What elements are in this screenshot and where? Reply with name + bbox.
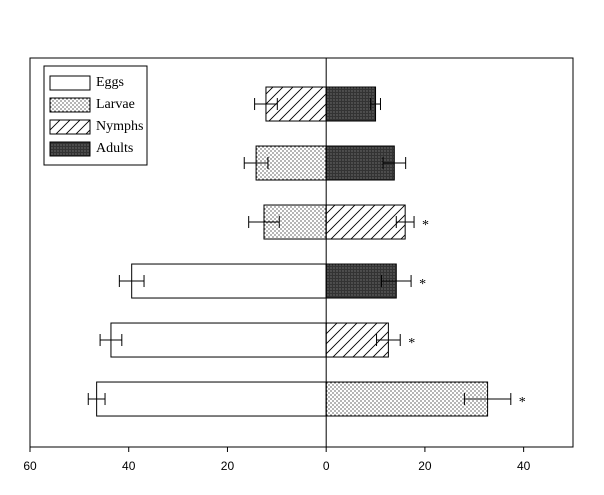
significance-mark: * — [419, 277, 426, 292]
error-bar — [376, 334, 401, 347]
error-bar — [370, 98, 381, 111]
bar — [110, 322, 327, 358]
legend-label: Adults — [96, 141, 133, 156]
bar — [325, 86, 377, 122]
x-tick-label: 20 — [418, 459, 432, 473]
x-tick-label: 40 — [517, 459, 531, 473]
error-bar — [248, 216, 280, 229]
significance-mark: * — [519, 395, 526, 410]
x-tick-label: 0 — [323, 459, 330, 473]
error-bar — [380, 275, 412, 288]
significance-mark: * — [408, 336, 415, 351]
error-bar — [382, 157, 407, 170]
legend-swatch — [49, 141, 91, 157]
significance-mark: * — [422, 218, 429, 233]
error-bar — [99, 334, 123, 347]
legend-swatch — [49, 75, 91, 91]
legend-label: Larvae — [96, 97, 135, 112]
error-bar — [87, 393, 106, 406]
error-bar — [254, 98, 278, 111]
x-tick-label: 60 — [23, 459, 37, 473]
legend-swatch — [49, 97, 91, 113]
bar — [325, 204, 406, 240]
legend-label: Nymphs — [96, 119, 143, 134]
legend-label: Eggs — [96, 75, 124, 90]
error-bar — [463, 393, 512, 406]
x-tick-label: 40 — [122, 459, 136, 473]
plot-frame — [29, 57, 574, 448]
legend-swatch — [49, 119, 91, 135]
x-tick-label: 20 — [221, 459, 235, 473]
error-bar — [395, 216, 415, 229]
bar — [131, 263, 327, 299]
error-bar — [118, 275, 145, 288]
bar — [325, 381, 489, 417]
bar — [96, 381, 327, 417]
error-bar — [243, 157, 269, 170]
